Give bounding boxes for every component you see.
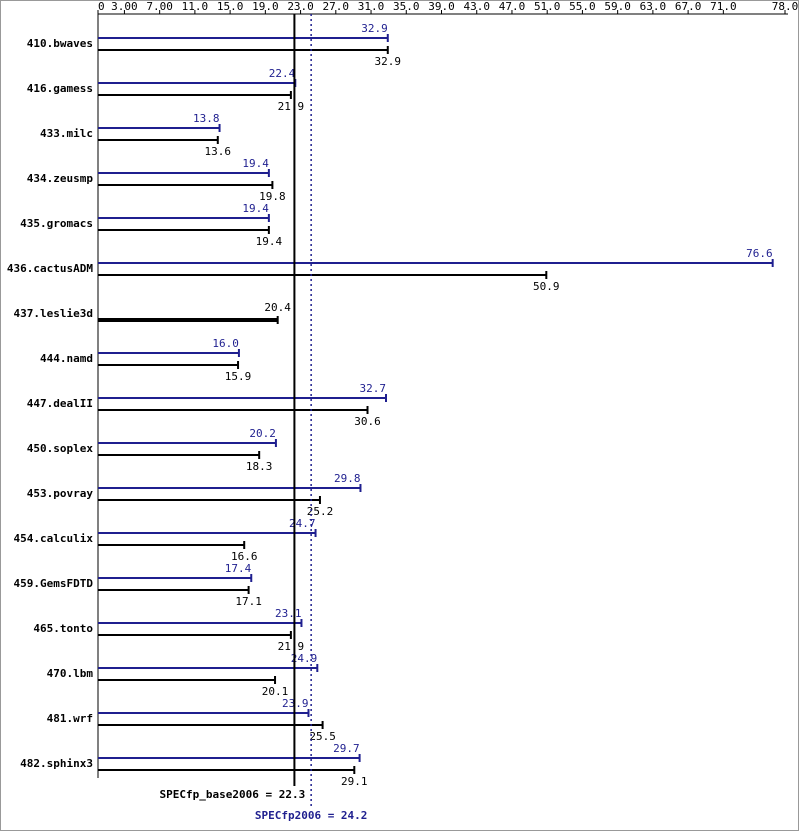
- value-label: 21.9: [278, 100, 305, 113]
- x-tick-label: 31.0: [358, 0, 385, 13]
- x-tick-label: 51.0: [534, 0, 561, 13]
- category-label: 465.tonto: [33, 622, 93, 635]
- x-tick-label: 71.0: [710, 0, 737, 13]
- value-label: 30.6: [354, 415, 381, 428]
- category-label: 482.sphinx3: [20, 757, 93, 770]
- value-label: 23.1: [275, 607, 302, 620]
- value-label: 20.2: [249, 427, 276, 440]
- value-label: 32.9: [361, 22, 388, 35]
- x-tick-label: 11.0: [182, 0, 209, 13]
- category-label: 433.milc: [40, 127, 93, 140]
- category-label: 444.namd: [40, 352, 93, 365]
- value-label: 18.3: [246, 460, 273, 473]
- x-tick-label: 3.00: [111, 0, 138, 13]
- value-label: 29.1: [341, 775, 368, 788]
- x-tick-label: 43.0: [463, 0, 490, 13]
- category-label: 454.calculix: [14, 532, 94, 545]
- x-tick-label: 15.0: [217, 0, 244, 13]
- x-tick-label: 67.0: [675, 0, 702, 13]
- value-label: 16.0: [212, 337, 239, 350]
- value-label: 32.9: [375, 55, 402, 68]
- reference-label: SPECfp2006 = 24.2: [255, 809, 368, 822]
- value-label: 20.1: [262, 685, 289, 698]
- value-label: 15.9: [225, 370, 252, 383]
- value-label: 25.2: [307, 505, 334, 518]
- x-tick-label: 55.0: [569, 0, 596, 13]
- value-label: 19.4: [242, 157, 269, 170]
- value-label: 25.5: [309, 730, 336, 743]
- category-label: 436.cactusADM: [7, 262, 93, 275]
- category-label: 481.wrf: [47, 712, 93, 725]
- reference-label: SPECfp_base2006 = 22.3: [160, 788, 306, 801]
- x-tick-label: 78.0: [772, 0, 799, 13]
- value-label: 76.6: [746, 247, 773, 260]
- category-label: 459.GemsFDTD: [14, 577, 94, 590]
- x-tick-label: 27.0: [323, 0, 350, 13]
- value-label: 19.8: [259, 190, 286, 203]
- x-tick-label: 7.00: [146, 0, 173, 13]
- x-tick-label: 35.0: [393, 0, 420, 13]
- value-label: 13.6: [205, 145, 232, 158]
- x-tick-label: 0: [98, 0, 105, 13]
- x-tick-label: 47.0: [499, 0, 526, 13]
- category-label: 450.soplex: [27, 442, 94, 455]
- value-label: 29.8: [334, 472, 361, 485]
- value-label: 32.7: [360, 382, 387, 395]
- category-label: 416.gamess: [27, 82, 93, 95]
- x-tick-label: 63.0: [640, 0, 667, 13]
- category-label: 435.gromacs: [20, 217, 93, 230]
- category-label: 447.dealII: [27, 397, 93, 410]
- x-tick-label: 19.0: [252, 0, 279, 13]
- value-label: 22.4: [269, 67, 296, 80]
- value-label: 13.8: [193, 112, 220, 125]
- value-label: 20.4: [264, 301, 291, 314]
- value-label: 17.1: [235, 595, 262, 608]
- value-label: 19.4: [242, 202, 269, 215]
- category-label: 437.leslie3d: [14, 307, 93, 320]
- x-tick-label: 39.0: [428, 0, 455, 13]
- value-label: 24.7: [289, 517, 316, 530]
- value-label: 19.4: [256, 235, 283, 248]
- value-label: 21.9: [278, 640, 305, 653]
- category-label: 434.zeusmp: [27, 172, 94, 185]
- value-label: 29.7: [333, 742, 360, 755]
- value-label: 50.9: [533, 280, 560, 293]
- value-label: 17.4: [225, 562, 252, 575]
- x-tick-label: 23.0: [287, 0, 314, 13]
- category-label: 410.bwaves: [27, 37, 93, 50]
- category-label: 470.lbm: [47, 667, 94, 680]
- value-label: 16.6: [231, 550, 258, 563]
- x-tick-label: 59.0: [604, 0, 631, 13]
- category-label: 453.povray: [27, 487, 94, 500]
